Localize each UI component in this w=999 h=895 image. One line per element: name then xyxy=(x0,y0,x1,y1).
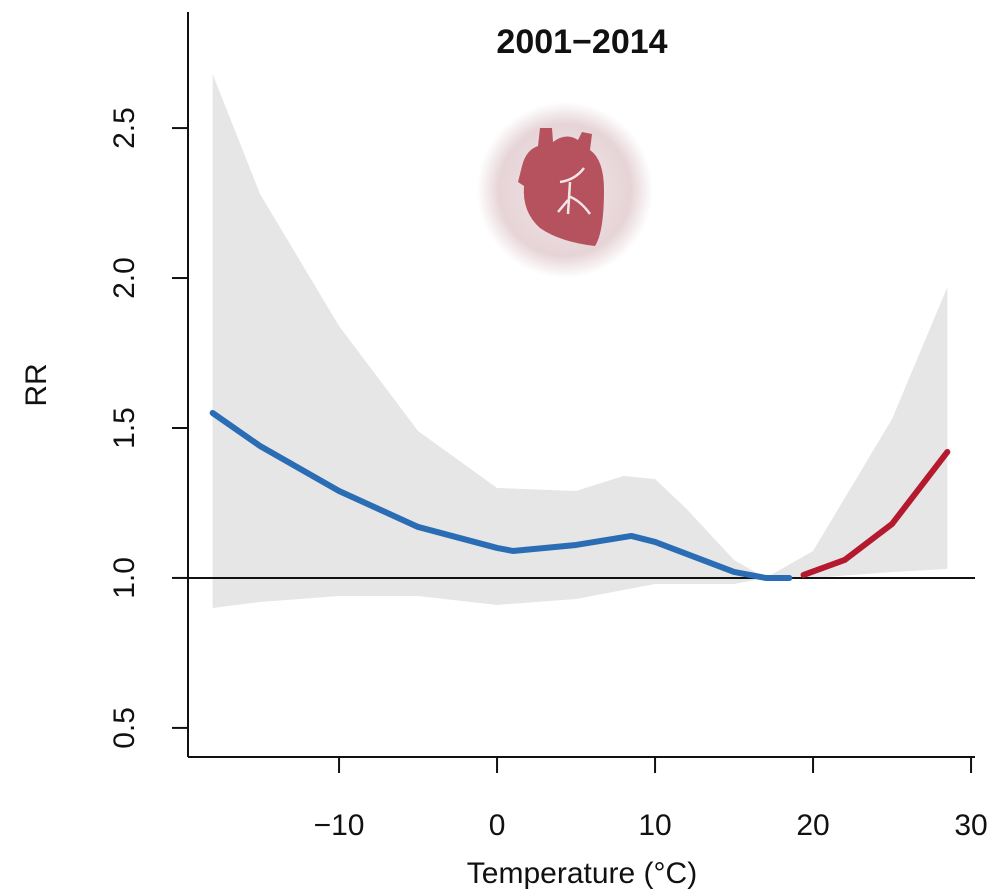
y-tick-label: 1.0 xyxy=(108,557,141,599)
x-axis-label: Temperature (°C) xyxy=(467,857,697,890)
x-tick-label: 20 xyxy=(796,809,829,842)
y-tick-label: 1.5 xyxy=(108,407,141,449)
heart xyxy=(518,128,604,246)
x-tick-label: 30 xyxy=(954,809,987,842)
plot-area xyxy=(188,74,975,608)
y-tick-label: 2.0 xyxy=(108,257,141,299)
y-tick-label: 0.5 xyxy=(108,707,141,749)
y-axis-label: RR xyxy=(20,363,53,406)
x-tick-label: 10 xyxy=(638,809,671,842)
series-line xyxy=(209,409,793,581)
y-tick-label: 2.5 xyxy=(108,107,141,149)
heart-vessels xyxy=(557,167,592,215)
x-tick-label: −10 xyxy=(314,809,365,842)
confidence-band xyxy=(212,74,948,608)
chart-title: 2001−2014 xyxy=(496,23,667,61)
series-line xyxy=(800,448,951,578)
heart-icon xyxy=(477,102,653,278)
x-tick-label: 0 xyxy=(489,809,506,842)
